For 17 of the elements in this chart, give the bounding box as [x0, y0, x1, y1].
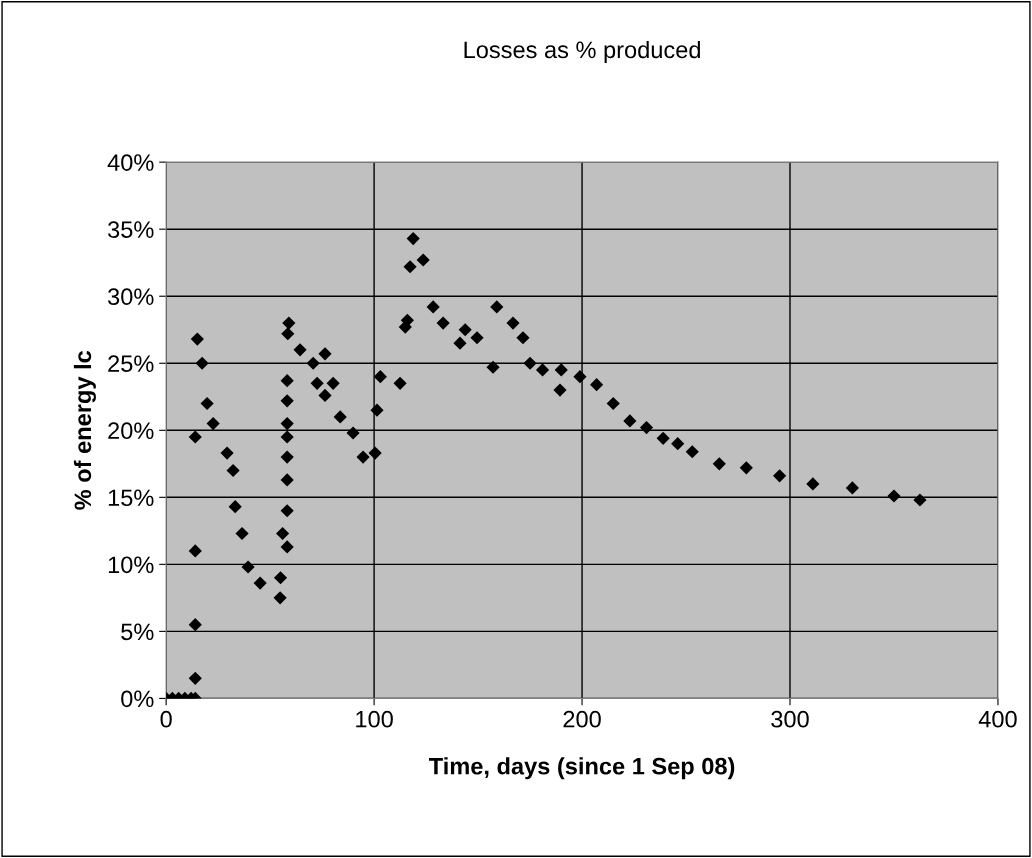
y-tick-label: 40%: [107, 154, 154, 171]
y-tick-label: 25%: [108, 355, 154, 373]
x-tick-label: 200: [563, 710, 601, 728]
y-tick-label: 30%: [107, 288, 154, 306]
y-tick-label: 5%: [121, 623, 154, 641]
chart-title: Losses as % produced: [464, 40, 700, 63]
x-tick-label: 0: [160, 710, 172, 728]
x-axis-title: Time, days (since 1 Sep 08): [428, 757, 735, 780]
y-axis-title: % of energy lc: [73, 350, 96, 510]
x-tick-label: 400: [978, 710, 1017, 728]
y-tick-label: 35%: [107, 221, 154, 238]
y-tick-label: 0%: [121, 690, 154, 708]
y-tick-label: 15%: [108, 489, 154, 507]
y-tick-label: 20%: [108, 422, 154, 440]
x-tick-label: 100: [356, 710, 393, 728]
x-tick-label: 300: [771, 710, 809, 728]
y-tick-label: 10%: [108, 556, 154, 574]
